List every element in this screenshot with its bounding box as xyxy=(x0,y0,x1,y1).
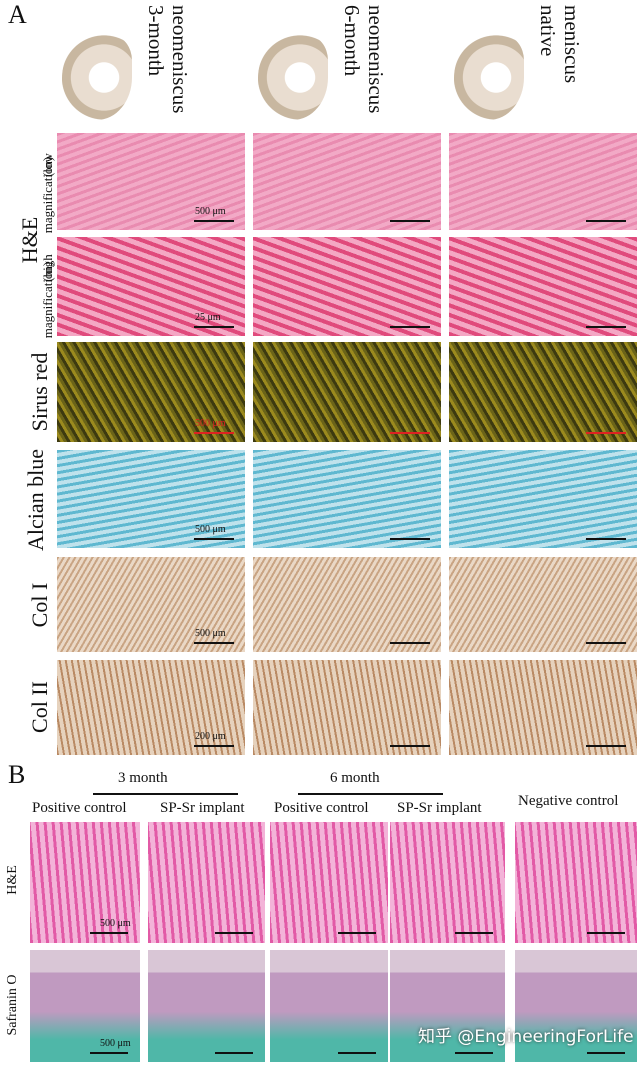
scale-bar xyxy=(455,1052,493,1054)
group-label: 3 month xyxy=(118,770,168,786)
micrograph xyxy=(57,557,245,652)
micrograph xyxy=(270,950,388,1062)
scale-bar-label: 500 μm xyxy=(195,524,226,535)
micrograph xyxy=(270,822,388,943)
micrograph xyxy=(449,342,637,442)
micrograph xyxy=(253,450,441,548)
meniscus-photo xyxy=(62,35,132,120)
micrograph xyxy=(449,450,637,548)
micrograph xyxy=(253,133,441,230)
scale-bar xyxy=(194,432,234,434)
scale-bar xyxy=(194,326,234,328)
scale-bar xyxy=(90,932,128,934)
micrograph xyxy=(148,950,265,1062)
row-label: magnification) xyxy=(40,261,55,339)
micrograph xyxy=(515,950,637,1062)
column-title: meniscus xyxy=(560,5,584,84)
scale-bar xyxy=(586,538,626,540)
scale-bar-label: 25 μm xyxy=(195,312,221,323)
row-label: Alcian blue xyxy=(23,448,48,552)
micrograph xyxy=(57,133,245,230)
row-label: Col I xyxy=(27,582,52,628)
scale-bar xyxy=(194,538,234,540)
column-label: Positive control xyxy=(274,800,369,816)
scale-bar-label: 500 μm xyxy=(195,418,226,429)
meniscus-photo xyxy=(454,35,524,120)
scale-bar xyxy=(215,1052,253,1054)
scale-bar xyxy=(586,642,626,644)
scale-bar xyxy=(586,432,626,434)
micrograph xyxy=(449,660,637,755)
scale-bar xyxy=(586,326,626,328)
column-label: SP-Sr implant xyxy=(160,800,245,816)
scale-bar xyxy=(90,1052,128,1054)
panel-label: A xyxy=(8,0,27,29)
panel-label: B xyxy=(8,760,26,789)
micrograph xyxy=(449,133,637,230)
group-rule xyxy=(93,793,238,795)
column-title: neomeniscus xyxy=(168,5,192,114)
column-label: Positive control xyxy=(32,800,127,816)
micrograph xyxy=(57,342,245,442)
column-title: neomeniscus xyxy=(364,5,388,114)
micrograph xyxy=(390,950,505,1062)
scale-bar xyxy=(390,432,430,434)
scale-bar xyxy=(194,745,234,747)
scale-bar xyxy=(586,745,626,747)
scale-bar xyxy=(587,932,625,934)
column-title: 6-month xyxy=(340,5,364,77)
column-label: SP-Sr implant xyxy=(397,800,482,816)
column-title: 3-month xyxy=(144,5,168,77)
scale-bar xyxy=(586,220,626,222)
watermark: 知乎 @EngineeringForLife xyxy=(418,1027,634,1047)
micrograph xyxy=(30,822,140,943)
scale-bar xyxy=(587,1052,625,1054)
scale-bar xyxy=(338,932,376,934)
scale-bar-label: 500 μm xyxy=(100,1038,131,1049)
scale-bar-label: 200 μm xyxy=(195,731,226,742)
scale-bar xyxy=(338,1052,376,1054)
micrograph xyxy=(57,660,245,755)
row-label: Sirus red xyxy=(27,352,52,432)
scale-bar xyxy=(215,932,253,934)
group-label: 6 month xyxy=(330,770,380,786)
row-label: Col II xyxy=(27,681,52,733)
row-label: magnification) xyxy=(40,156,55,234)
group-rule xyxy=(298,793,443,795)
scale-bar-label: 500 μm xyxy=(195,628,226,639)
micrograph xyxy=(253,660,441,755)
micrograph xyxy=(253,342,441,442)
micrograph xyxy=(253,237,441,336)
micrograph xyxy=(515,822,637,943)
scale-bar xyxy=(390,538,430,540)
column-label: Negative control xyxy=(518,793,619,809)
micrograph xyxy=(449,557,637,652)
scale-bar xyxy=(390,642,430,644)
scale-bar xyxy=(390,745,430,747)
micrograph xyxy=(449,237,637,336)
row-label: Safranin O xyxy=(5,974,20,1036)
scale-bar-label: 500 μm xyxy=(195,206,226,217)
scale-bar xyxy=(455,932,493,934)
micrograph xyxy=(253,557,441,652)
row-label: H&E xyxy=(5,865,20,895)
micrograph xyxy=(30,950,140,1062)
micrograph xyxy=(57,450,245,548)
scale-bar xyxy=(194,642,234,644)
column-title: native xyxy=(536,5,560,57)
micrograph xyxy=(57,237,245,336)
scale-bar-label: 500 μm xyxy=(100,918,131,929)
micrograph xyxy=(148,822,265,943)
scale-bar xyxy=(390,326,430,328)
scale-bar xyxy=(194,220,234,222)
meniscus-photo xyxy=(258,35,328,120)
scale-bar xyxy=(390,220,430,222)
micrograph xyxy=(390,822,505,943)
